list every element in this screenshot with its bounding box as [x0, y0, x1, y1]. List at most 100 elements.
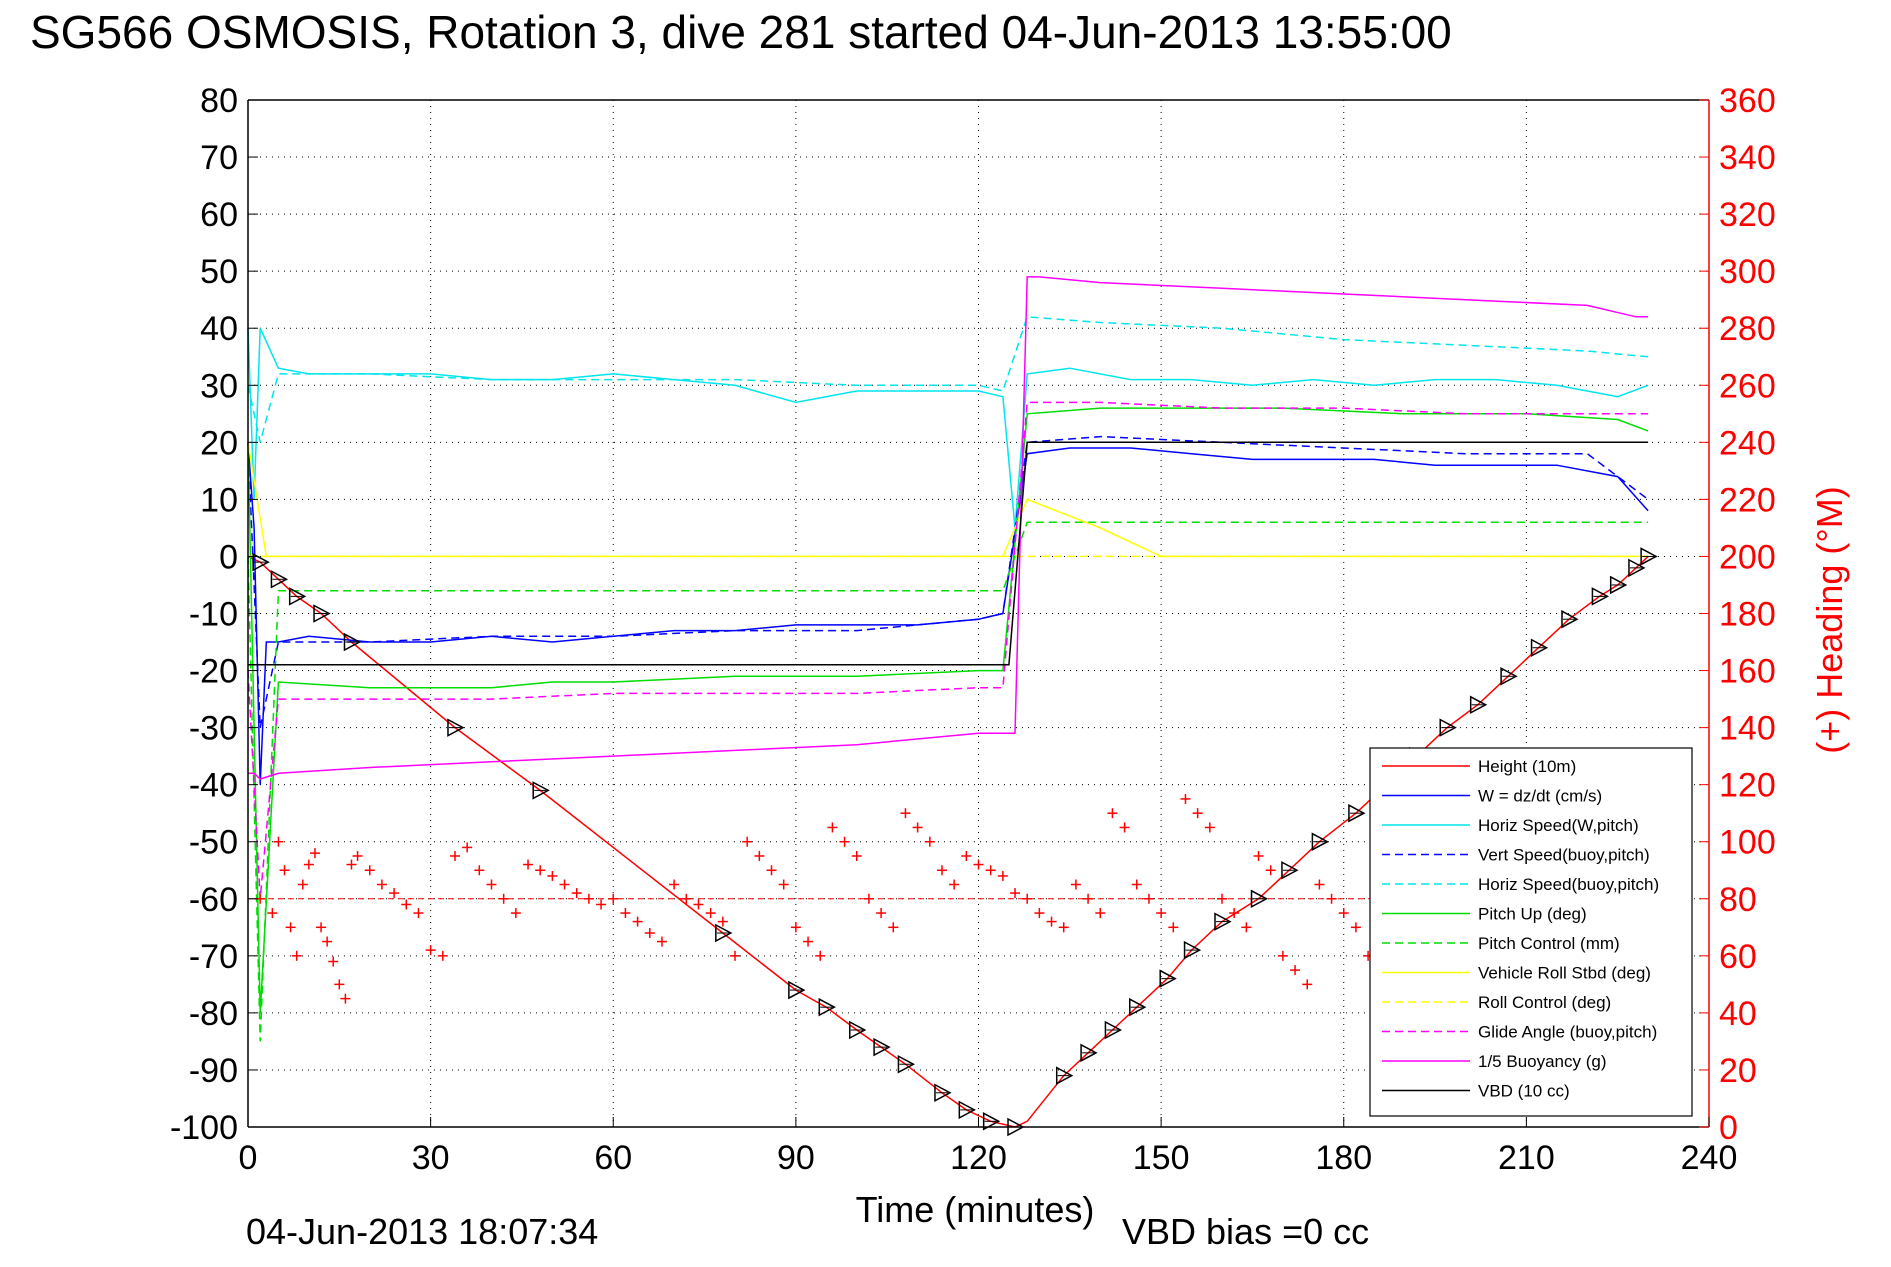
depth-marker	[447, 718, 465, 737]
series-line	[248, 276, 1649, 780]
y-tick-label-right: 220	[1719, 481, 1776, 519]
heading-point	[863, 893, 874, 904]
heading-point	[376, 879, 387, 890]
depth-marker	[849, 1020, 867, 1040]
y-tick-label-right: 140	[1719, 710, 1776, 748]
heading-point	[316, 922, 327, 933]
heading-point	[681, 893, 692, 904]
legend-label: Pitch Up (deg)	[1478, 905, 1587, 924]
heading-point	[1022, 893, 1033, 904]
y-tick-label-right: 200	[1719, 538, 1776, 576]
y-tick-label-left: 70	[200, 139, 238, 177]
heading-point	[413, 908, 424, 919]
heading-point	[876, 908, 887, 919]
heading-point	[924, 836, 935, 847]
depth-marker	[313, 604, 331, 623]
heading-point	[1338, 908, 1349, 919]
depth-marker	[897, 1054, 916, 1074]
heading-point	[936, 865, 947, 876]
heading-point	[778, 879, 789, 890]
heading-point	[961, 850, 972, 861]
y-tick-label-right: 100	[1719, 824, 1776, 862]
x-tick-label: 240	[1681, 1139, 1738, 1177]
depth-marker	[1628, 558, 1646, 578]
y-tick-label-left: -70	[189, 938, 238, 976]
y-tick-label-right: 180	[1719, 596, 1776, 634]
heading-point	[851, 850, 862, 861]
depth-marker	[1311, 832, 1329, 851]
heading-point	[309, 848, 320, 859]
heading-point	[1265, 865, 1276, 876]
depth-marker	[1159, 969, 1177, 988]
legend-label: Vehicle Roll Stbd (deg)	[1478, 964, 1651, 983]
y-tick-label-left: 60	[200, 196, 238, 234]
depth-marker	[1609, 575, 1628, 595]
y-tick-label-right: 40	[1719, 995, 1757, 1033]
heading-point	[535, 865, 546, 876]
heading-point	[389, 888, 400, 899]
heading-point	[839, 836, 850, 847]
depth-marker	[1104, 1020, 1123, 1040]
heading-point	[1290, 965, 1301, 976]
depth-marker	[873, 1037, 891, 1057]
depth-marker	[788, 980, 806, 1000]
y-tick-label-left: -40	[189, 767, 238, 805]
heading-point	[717, 916, 728, 927]
series-line	[247, 316, 1649, 443]
heading-point	[656, 936, 667, 947]
legend-label: Pitch Control (mm)	[1478, 934, 1620, 953]
y-tick-label-right: 0	[1719, 1109, 1738, 1147]
depth-marker	[1469, 695, 1488, 715]
y-tick-label-left: 50	[200, 253, 238, 291]
depth-marker	[1640, 547, 1658, 566]
heading-point	[279, 865, 290, 876]
heading-point	[1253, 850, 1264, 861]
legend-label: W = dz/dt (cm/s)	[1478, 787, 1602, 806]
depth-marker	[982, 1112, 1001, 1131]
y-tick-label-left: -90	[189, 1052, 238, 1090]
heading-point	[1010, 888, 1021, 899]
footer-timestamp: 04-Jun-2013 18:07:34	[246, 1211, 598, 1252]
heading-point	[1168, 922, 1179, 933]
depth-marker	[1348, 803, 1366, 823]
y-tick-label-right: 240	[1719, 424, 1776, 462]
heading-point	[1217, 893, 1227, 904]
y-tick-label-left: 80	[200, 82, 238, 120]
x-tick-label: 60	[594, 1139, 632, 1177]
heading-point	[273, 836, 284, 847]
x-tick-label: 180	[1315, 1139, 1372, 1177]
heading-point	[1143, 893, 1154, 904]
heading-point	[1277, 950, 1288, 961]
heading-point	[620, 908, 631, 919]
depth-marker	[1055, 1066, 1074, 1085]
heading-point	[1180, 793, 1191, 804]
heading-point	[346, 859, 357, 870]
heading-point	[437, 950, 448, 961]
y-tick-label-left: -60	[189, 881, 238, 919]
heading-point	[1095, 908, 1106, 919]
heading-point	[285, 922, 296, 933]
heading-point	[1156, 908, 1167, 919]
heading-point	[364, 865, 375, 876]
heading-point	[973, 859, 984, 870]
heading-point	[583, 893, 594, 904]
depth-marker	[1500, 667, 1518, 686]
heading-point	[523, 859, 534, 870]
depth-marker	[1281, 861, 1299, 880]
heading-point	[462, 842, 473, 853]
heading-point	[693, 899, 704, 910]
heading-point	[474, 865, 485, 876]
heading-point	[1314, 879, 1325, 890]
y-tick-label-right: 280	[1719, 310, 1776, 348]
x-axis-label: Time (minutes)	[856, 1189, 1095, 1230]
heading-point	[912, 822, 923, 833]
heading-point	[705, 908, 716, 919]
heading-point	[267, 908, 278, 919]
footer-vbd-bias: VBD bias =0 cc	[1122, 1211, 1369, 1252]
heading-point	[547, 870, 558, 881]
heading-point	[1083, 893, 1094, 904]
y-tick-label-left: -80	[189, 995, 238, 1033]
series-line	[247, 401, 1649, 899]
depth-marker	[1561, 609, 1579, 629]
